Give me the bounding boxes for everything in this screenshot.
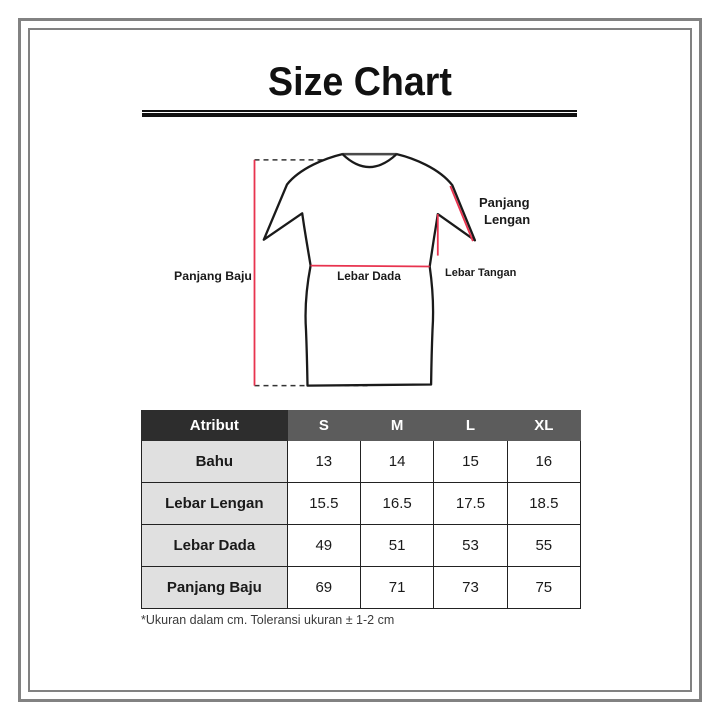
svg-text:Lebar Dada: Lebar Dada xyxy=(337,270,401,283)
svg-text:Lebar Tangan: Lebar Tangan xyxy=(445,267,517,279)
svg-text:Panjang Baju: Panjang Baju xyxy=(174,269,252,283)
svg-text:Lengan: Lengan xyxy=(484,212,530,227)
svg-text:Panjang: Panjang xyxy=(479,195,530,210)
